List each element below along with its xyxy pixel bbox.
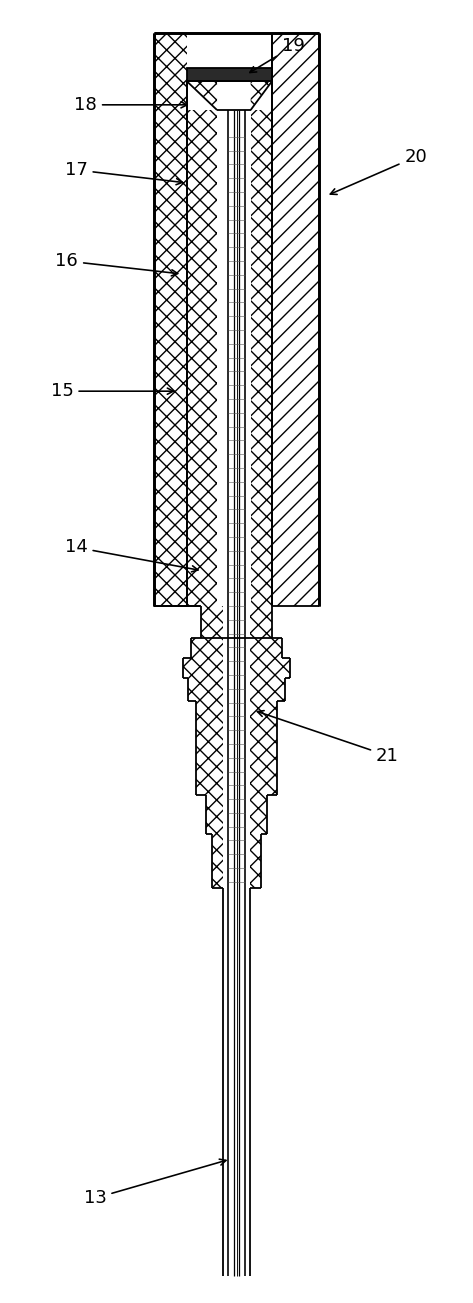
Text: 14: 14: [65, 538, 198, 572]
Text: 17: 17: [65, 160, 183, 185]
Text: 18: 18: [74, 96, 187, 113]
Bar: [250, 658, 290, 678]
Bar: [250, 701, 277, 795]
Bar: [154, 81, 187, 606]
Bar: [250, 678, 285, 701]
Text: 19: 19: [250, 38, 305, 73]
Bar: [191, 638, 223, 658]
Text: 20: 20: [330, 147, 427, 194]
Bar: [187, 81, 272, 606]
Bar: [187, 68, 272, 81]
Bar: [212, 834, 223, 889]
Bar: [187, 109, 217, 606]
Text: 16: 16: [55, 251, 178, 276]
Text: 15: 15: [51, 382, 174, 400]
Bar: [250, 606, 272, 638]
Bar: [250, 795, 267, 834]
Bar: [154, 34, 187, 81]
Bar: [251, 109, 272, 606]
Bar: [272, 34, 319, 606]
Text: 13: 13: [84, 1160, 226, 1207]
Bar: [196, 701, 223, 795]
Bar: [188, 678, 223, 701]
Bar: [250, 834, 261, 889]
Bar: [250, 638, 282, 658]
Text: 21: 21: [257, 710, 399, 765]
Bar: [206, 795, 223, 834]
Polygon shape: [187, 81, 272, 109]
Bar: [201, 606, 223, 638]
Bar: [183, 658, 223, 678]
